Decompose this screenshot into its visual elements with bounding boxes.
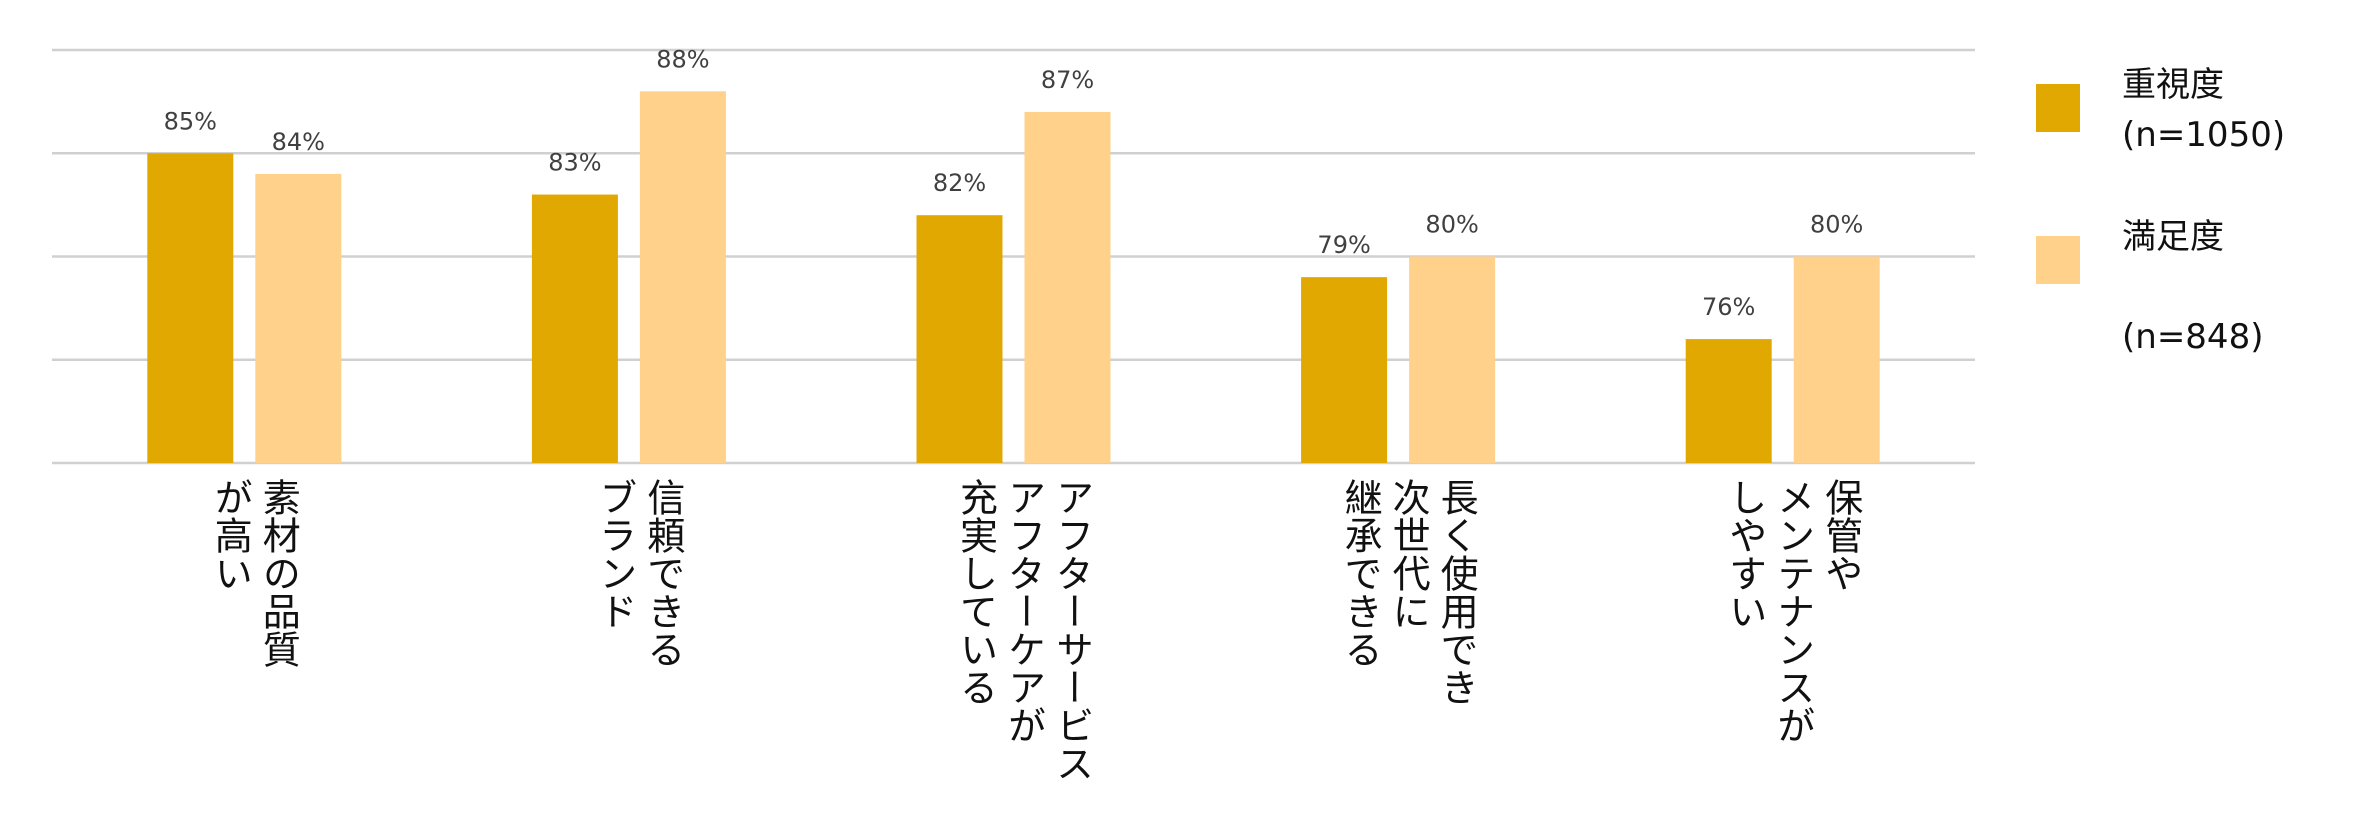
legend-item-satisfaction: 満足度 (n=848): [2036, 212, 2263, 362]
data-label: 76%: [1702, 293, 1755, 321]
data-label: 85%: [164, 107, 217, 135]
data-label: 88%: [656, 45, 709, 73]
data-label: 83%: [548, 149, 601, 177]
legend-swatch-satisfaction: [2036, 236, 2080, 284]
category-label: 保管や メンテナンスが しやすい: [1722, 478, 1863, 744]
bar-importance: [531, 194, 618, 464]
data-label: 84%: [272, 128, 325, 156]
data-label: 82%: [933, 169, 986, 197]
data-label: 80%: [1810, 211, 1863, 239]
category-label: 信頼できる ブランド: [592, 478, 685, 668]
legend-label-satisfaction: 満足度 (n=848): [2122, 217, 2264, 357]
bar-satisfaction: [1793, 256, 1880, 463]
bar-satisfaction: [1409, 256, 1496, 463]
legend-label-importance: 重視度 (n=1050): [2122, 65, 2286, 155]
bar-importance: [147, 153, 234, 463]
bar-importance: [1685, 339, 1772, 463]
data-label: 87%: [1041, 66, 1094, 94]
legend-item-importance: 重視度 (n=1050): [2036, 60, 2285, 160]
bar-importance: [916, 215, 1003, 463]
legend-swatch-importance: [2036, 84, 2080, 132]
bar-satisfaction: [639, 91, 726, 464]
data-label: 79%: [1317, 231, 1370, 259]
bar-satisfaction: [1024, 111, 1111, 463]
bar-importance: [1301, 277, 1388, 463]
category-label: アフターサービス アフターケアが 充実している: [953, 478, 1094, 782]
category-label: 長く使用でき 次世代に 継承できる: [1338, 478, 1479, 706]
bar-satisfaction: [255, 173, 342, 463]
category-label: 素材の品質 が高い: [208, 478, 301, 668]
data-label: 80%: [1425, 211, 1478, 239]
